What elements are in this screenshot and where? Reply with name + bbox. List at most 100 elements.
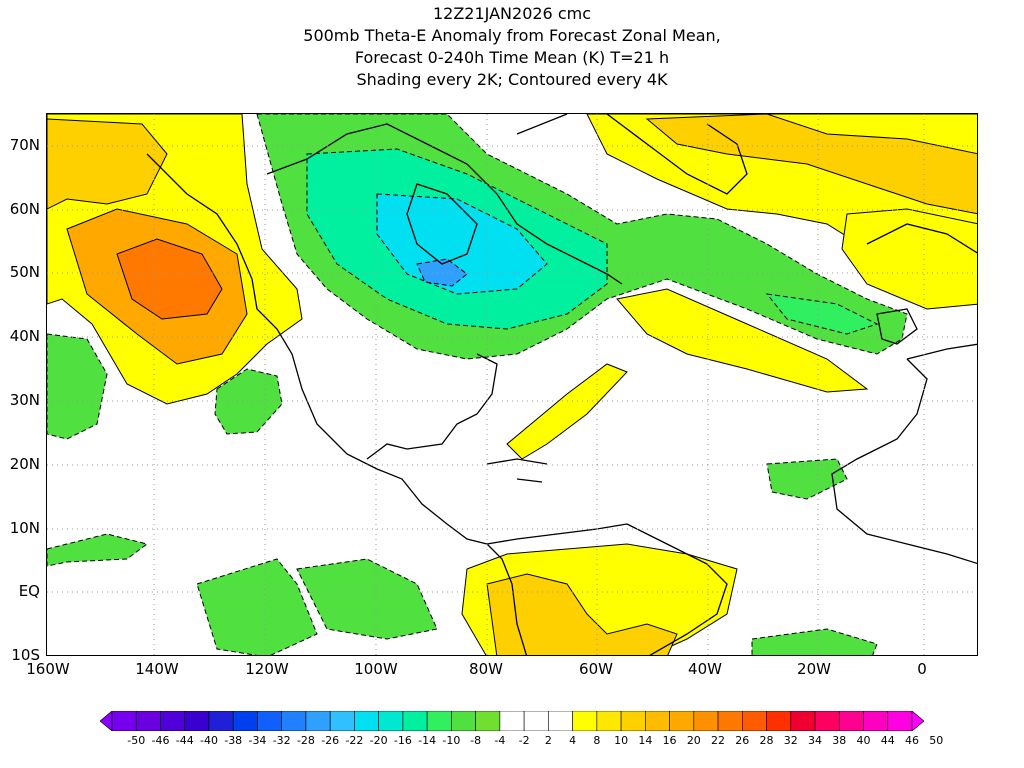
colorbar-label: 4 [569,734,577,747]
colorbar-swatch [887,711,913,731]
lon-label-100w: 100W [354,660,398,678]
anomaly-green-tropical-pacific [196,558,318,655]
colorbar-swatch [257,711,282,731]
colorbar-swatch [208,711,234,731]
anomaly-green-west-band [47,533,149,567]
colorbar-swatch [572,711,598,731]
lat-label-70n: 70N [9,136,40,154]
colorbar-label: -40 [199,734,218,747]
anomaly-green-south-atlantic [751,628,878,655]
colorbar-swatch [693,711,719,731]
anomaly-green-west-africa [766,458,848,500]
colorbar-label: 2 [544,734,552,747]
colorbar-swatch [645,711,670,731]
colorbar-swatch [378,711,404,731]
colorbar-swatch [596,711,622,731]
anomaly-dark-orange-core [116,238,223,320]
colorbar-label: -16 [393,734,412,747]
colorbar-swatch [766,711,792,731]
map-panel [46,113,978,656]
lat-label-10s: 10S [11,646,40,664]
colorbar-label: 8 [593,734,601,747]
lon-label-40w: 40W [688,660,722,678]
colorbar-label: -22 [345,734,364,747]
colorbar-label: 20 [686,734,701,747]
colorbar-label: 22 [711,734,726,747]
colorbar-swatch [305,711,331,731]
anomaly-green-pacific-west [47,333,108,440]
lon-label-160w: 160W [26,660,70,678]
colorbar-swatch [329,711,355,731]
colorbar-swatch [402,711,428,731]
colorbar-label: -46 [151,734,170,747]
anomaly-orange-northwest [47,118,168,210]
colorbar-swatch [281,711,307,731]
colorbar-label: 40 [856,734,871,747]
colorbar-label: 46 [905,734,919,747]
lat-label-30n: 30N [9,391,40,409]
anomaly-yellow-europe [841,208,977,310]
colorbar-swatch [620,711,646,731]
colorbar-swatch [838,711,864,731]
colorbar-swatch [790,711,816,731]
lon-label-20w: 20W [797,660,831,678]
colorbar-swatch [669,711,695,731]
colorbar-arrow-low [100,711,113,731]
colorbar-label: 26 [735,734,750,747]
colorbar-label: 16 [662,734,677,747]
lat-label-60n: 60N [9,200,40,218]
map-svg [47,114,977,655]
lon-label-80w: 80W [469,660,503,678]
title-line-4: Shading every 2K; Contoured every 4K [356,70,668,89]
colorbar-label: -38 [224,734,243,747]
anomaly-yellow-gulfstream [506,363,628,460]
lon-label-140w: 140W [135,660,179,678]
colorbar-swatch [184,711,210,731]
colorbar-swatch [523,711,549,731]
colorbar-swatch [111,711,137,731]
colorbar-swatch [548,711,573,731]
colorbar-arrow-high [911,711,924,731]
anomaly-green-tropical-central [296,558,438,640]
graticule [47,114,977,655]
colorbar-swatch [354,711,379,731]
title-line-3: Forecast 0-240h Time Mean (K) T=21 h [354,48,670,67]
colorbar-label: -4 [494,734,506,747]
colorbar-label: 44 [880,734,895,747]
colorbar-swatch [814,711,840,731]
colorbar-swatch [717,711,743,731]
colorbar-label: -8 [470,734,482,747]
lon-label-60w: 60W [579,660,613,678]
lat-label-10n: 10N [9,519,40,537]
colorbar-swatch [742,711,767,731]
colorbar-label: 28 [759,734,774,747]
anomaly-green-pacific-eddy [214,368,283,435]
anomaly-light-green-atlantic [765,293,879,335]
colorbar-swatch [451,711,476,731]
colorbar-label: 14 [638,734,653,747]
colorbar-swatch [475,711,501,731]
colorbar-label: -20 [369,734,388,747]
colorbar-label: 10 [614,734,629,747]
lat-label-50n: 50N [9,263,40,281]
anomaly-yellow-atlantic-band [616,288,869,393]
colorbar-label: 34 [808,734,823,747]
colorbar-label: -50 [127,734,146,747]
lat-label-40n: 40N [9,327,40,345]
colorbar-label: -26 [321,734,340,747]
colorbar-swatch [863,711,889,731]
colorbar-label: -28 [296,734,315,747]
colorbar-label: -2 [518,734,530,747]
lat-label-eq: EQ [18,582,40,600]
colorbar-label: 32 [783,734,798,747]
colorbar-swatch [135,711,161,731]
colorbar-label: -14 [418,734,437,747]
colorbar-label: 50 [929,734,944,747]
title-line-2: 500mb Theta-E Anomaly from Forecast Zona… [303,26,721,45]
lon-label-120w: 120W [245,660,289,678]
colorbar-label: -34 [248,734,267,747]
title-line-1: 12Z21JAN2026 cmc [432,4,591,23]
lon-label-0: 0 [917,660,927,678]
colorbar-swatch [426,711,452,731]
colorbar-label: -44 [175,734,194,747]
